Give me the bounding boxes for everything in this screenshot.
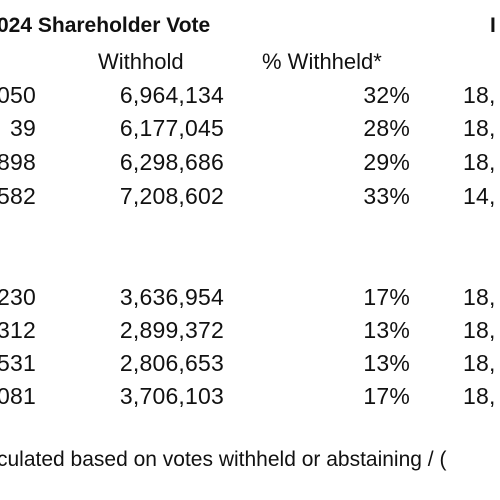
cell-pct-withheld: 29%	[363, 149, 410, 175]
cell-votes-for: 081	[0, 383, 36, 409]
cell-votes-for: 39	[10, 115, 36, 141]
cell-withhold: 3,706,103	[119, 383, 224, 409]
table-title: 024 Shareholder Vote	[0, 14, 211, 37]
cell-next-column: 18,	[463, 115, 496, 141]
cell-withhold: 6,964,134	[119, 82, 224, 108]
cell-pct-withheld: 33%	[363, 183, 410, 209]
cell-withhold: 6,177,045	[119, 115, 224, 141]
cell-votes-for: 050	[0, 82, 36, 108]
cell-withhold: 2,899,372	[119, 317, 224, 343]
cell-pct-withheld: 28%	[363, 115, 410, 141]
cell-withhold: 7,208,602	[119, 183, 224, 209]
cell-withhold: 3,636,954	[119, 284, 224, 310]
cell-pct-withheld: 32%	[363, 82, 410, 108]
cell-withhold: 6,298,686	[119, 149, 224, 175]
cell-votes-for: 898	[0, 149, 36, 175]
cell-next-column: 18,	[463, 149, 496, 175]
cell-next-column: 14,	[463, 183, 496, 209]
cell-votes-for: 230	[0, 284, 36, 310]
cell-withhold: 2,806,653	[119, 350, 224, 376]
cell-next-column: 18,	[463, 284, 496, 310]
cell-next-column: 18,	[463, 350, 496, 376]
cell-pct-withheld: 17%	[363, 284, 410, 310]
cell-next-column: 18,	[463, 82, 496, 108]
cell-pct-withheld: 13%	[363, 350, 410, 376]
cell-votes-for: 531	[0, 350, 36, 376]
header-withhold: Withhold	[98, 49, 184, 74]
table-title-right-fragment: I	[490, 14, 496, 37]
footnote: culated based on votes withheld or absta…	[0, 448, 447, 471]
cell-pct-withheld: 17%	[363, 383, 410, 409]
cell-votes-for: 312	[0, 317, 36, 343]
header-pct-withheld: % Withheld*	[262, 49, 382, 74]
cell-next-column: 18,	[463, 383, 496, 409]
cell-next-column: 18,	[463, 317, 496, 343]
cell-votes-for: 582	[0, 183, 36, 209]
cell-pct-withheld: 13%	[363, 317, 410, 343]
